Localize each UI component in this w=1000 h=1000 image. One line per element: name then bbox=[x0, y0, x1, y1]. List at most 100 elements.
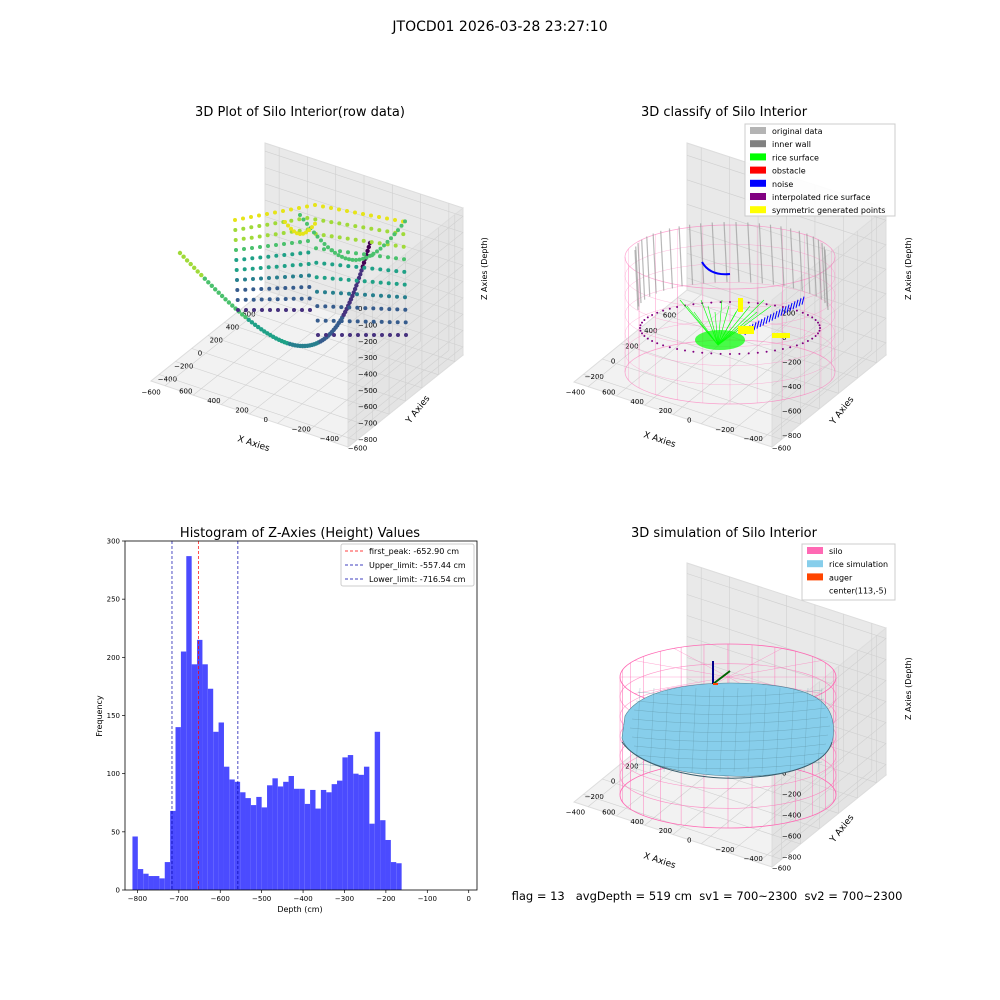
noise-point bbox=[780, 307, 784, 316]
p2-z-tick-label: −800 bbox=[782, 432, 801, 440]
raw-curtain-point bbox=[404, 333, 408, 337]
raw-curtain-point bbox=[257, 213, 261, 218]
raw-arc-point bbox=[213, 287, 218, 292]
symmetric-point bbox=[772, 333, 790, 338]
raw-curtain-point bbox=[338, 249, 342, 254]
raw-curtain-point bbox=[385, 216, 389, 221]
raw-hook-point bbox=[307, 228, 311, 233]
raw-curtain-point bbox=[395, 307, 400, 312]
silo-ring bbox=[624, 263, 836, 328]
histogram-bar bbox=[283, 781, 289, 890]
rice-mesh-line bbox=[637, 689, 823, 697]
interpolated-point bbox=[729, 301, 731, 303]
interpolated-point bbox=[643, 335, 646, 337]
raw-arc-point bbox=[223, 297, 228, 302]
p2-y-tick-label: 0 bbox=[687, 417, 691, 425]
histogram-bar bbox=[164, 862, 171, 890]
raw-curtain-point bbox=[362, 252, 366, 257]
p1-x-tick-label: −200 bbox=[174, 363, 193, 371]
inner-wall-points bbox=[668, 228, 674, 289]
raw-curtain-point bbox=[369, 240, 374, 245]
p2-z-tick-label: −200 bbox=[782, 358, 801, 366]
p2-grid-z bbox=[686, 228, 887, 387]
raw-curtain-point bbox=[395, 320, 400, 325]
raw-curtain-point bbox=[403, 307, 408, 312]
raw-curtain-point bbox=[378, 280, 383, 285]
classify-plot-axes-box: −400−20002004006006004002000−200−400−600… bbox=[566, 142, 888, 452]
raw-curtain-point bbox=[289, 218, 294, 223]
interpolated-point bbox=[639, 327, 641, 329]
raw-right-point bbox=[375, 249, 379, 254]
raw-curtain-point bbox=[283, 275, 287, 279]
rice-mesh-line bbox=[635, 687, 641, 773]
p4-x-tick-label: 0 bbox=[611, 778, 615, 786]
noise-point bbox=[774, 310, 778, 320]
raw-arc-point bbox=[350, 293, 355, 299]
raw-curtain-point bbox=[234, 258, 239, 262]
raw-curtain-point bbox=[338, 263, 343, 268]
raw-curtain-point bbox=[324, 333, 328, 337]
histogram-bar bbox=[331, 784, 338, 890]
raw-right-point bbox=[403, 219, 407, 224]
interpolated-point bbox=[801, 311, 804, 314]
p2-grid-y bbox=[672, 322, 787, 415]
p2-y-tick-label: −200 bbox=[715, 426, 734, 434]
raw-curtain-point bbox=[340, 333, 344, 337]
raw-curtain-point bbox=[313, 217, 318, 222]
histogram-bar bbox=[261, 807, 268, 890]
p1-z-tick-label: −700 bbox=[358, 420, 377, 428]
interpolated-point bbox=[719, 301, 722, 304]
raw-curtain-point bbox=[233, 238, 238, 242]
raw-curtain-point bbox=[242, 247, 246, 251]
raw-hook-point bbox=[295, 231, 299, 236]
histogram-bar bbox=[245, 798, 251, 890]
raw-curtain-point bbox=[265, 212, 269, 216]
silo-spoke bbox=[727, 660, 822, 678]
raw-hook-point bbox=[304, 230, 308, 235]
p1-y-tick-label: −600 bbox=[348, 444, 367, 452]
p4-y-tick-label: 600 bbox=[602, 809, 615, 817]
noise-point bbox=[783, 306, 787, 315]
raw-arc-point bbox=[209, 283, 214, 288]
raw-curtain-point bbox=[329, 220, 334, 225]
interpolated-point bbox=[668, 346, 671, 349]
histogram-bar bbox=[191, 664, 198, 890]
histogram-x-label: Depth (cm) bbox=[277, 905, 322, 914]
raw-curtain-point bbox=[266, 254, 271, 259]
histogram-bar bbox=[320, 789, 327, 890]
histogram-bar bbox=[347, 755, 354, 890]
raw-curtain-point bbox=[393, 218, 397, 222]
interpolated-point bbox=[641, 321, 643, 324]
raw-curtain-point bbox=[275, 286, 280, 291]
raw-curtain-point bbox=[243, 287, 248, 292]
raw-curtain-point bbox=[345, 222, 350, 227]
noise-point bbox=[795, 299, 799, 308]
raw-curtain-point bbox=[235, 288, 240, 292]
interpolated-point bbox=[756, 302, 759, 305]
raw-curtain-point bbox=[241, 226, 246, 231]
classify-plot-y-label: Y Axies bbox=[828, 395, 857, 428]
p2-y-tick-label: −400 bbox=[744, 435, 763, 443]
raw-curtain-point bbox=[323, 304, 328, 309]
raw-curtain-point bbox=[243, 297, 248, 302]
rice-mesh-line bbox=[631, 734, 829, 742]
interpolated-point bbox=[639, 329, 642, 332]
raw-arc-point bbox=[348, 297, 354, 302]
interpolated-point bbox=[818, 324, 821, 327]
p1-grid-z bbox=[264, 248, 464, 407]
raw-arc-point bbox=[252, 322, 258, 327]
raw-right-point bbox=[347, 257, 351, 262]
noise-point bbox=[765, 315, 769, 324]
p4-y-tick-label: −400 bbox=[744, 855, 763, 863]
p1-z-tick-label: −100 bbox=[358, 322, 377, 330]
histogram-bar bbox=[380, 820, 386, 890]
raw-arc-point bbox=[199, 272, 204, 278]
interpolated-point bbox=[676, 348, 679, 350]
inner-wall-points bbox=[688, 224, 694, 285]
raw-curtain-point bbox=[371, 306, 376, 311]
inner-wall-points bbox=[798, 230, 803, 291]
raw-curtain-point bbox=[275, 297, 280, 302]
interpolated-point bbox=[756, 351, 759, 354]
raw-curtain-point bbox=[299, 296, 304, 301]
p1-grid-z bbox=[264, 232, 464, 391]
